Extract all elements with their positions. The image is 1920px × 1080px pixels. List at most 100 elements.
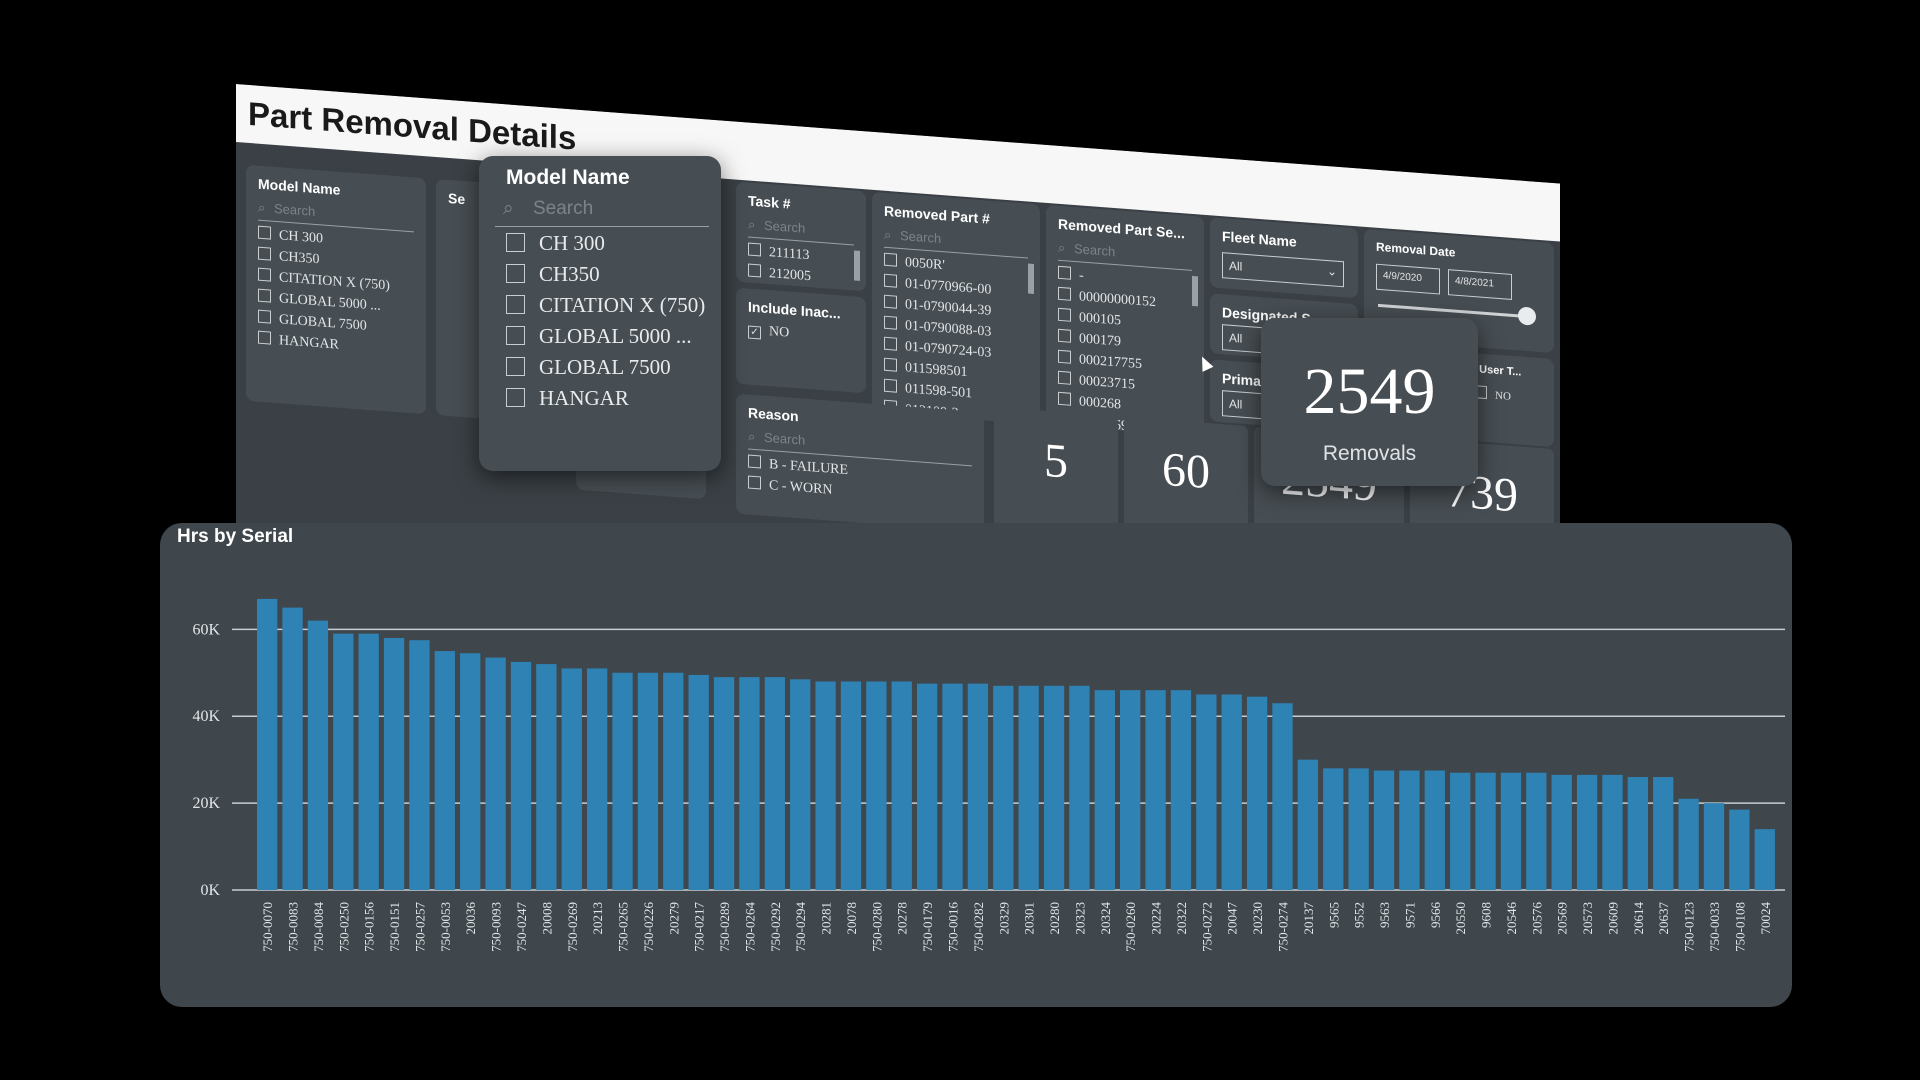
- checkbox[interactable]: [258, 288, 271, 303]
- include-inactive-slicer[interactable]: Include Inac... ✓ NO: [736, 287, 866, 394]
- list-item[interactable]: CH350: [506, 262, 705, 293]
- bar[interactable]: [764, 677, 785, 890]
- bar[interactable]: [1145, 690, 1166, 890]
- bar[interactable]: [1475, 772, 1496, 890]
- checkbox[interactable]: [506, 233, 525, 252]
- bar[interactable]: [916, 683, 938, 890]
- search-input[interactable]: ⌕ Search: [1058, 239, 1192, 271]
- bar[interactable]: [1653, 777, 1674, 890]
- bar[interactable]: [1500, 772, 1522, 890]
- model-name-popout[interactable]: Model Name ⌕ Search CH 300 CH350 CITATION…: [479, 156, 721, 471]
- checkbox[interactable]: [884, 378, 897, 393]
- removed-part-serial-slicer[interactable]: Removed Part Se... ⌕ Search - 00000000152…: [1046, 204, 1204, 437]
- checkbox[interactable]: [884, 357, 897, 372]
- bar[interactable]: [1297, 759, 1319, 890]
- list-item[interactable]: CITATION X (750): [506, 293, 705, 324]
- bar[interactable]: [688, 674, 709, 890]
- bar[interactable]: [891, 681, 912, 890]
- bar[interactable]: [333, 633, 354, 890]
- model-name-slicer[interactable]: Model Name ⌕ Search CH 300 CH350 CITATION…: [246, 164, 426, 415]
- bar[interactable]: [942, 683, 963, 890]
- date-slider-handle[interactable]: [1518, 306, 1536, 326]
- bar[interactable]: [1196, 694, 1217, 890]
- bar[interactable]: [1450, 772, 1471, 890]
- bar[interactable]: [460, 653, 481, 890]
- bar[interactable]: [1170, 690, 1192, 890]
- bar[interactable]: [790, 679, 811, 890]
- bar[interactable]: [866, 681, 887, 890]
- bar[interactable]: [967, 683, 989, 890]
- list-item[interactable]: HANGAR: [506, 386, 705, 417]
- checkbox[interactable]: [258, 225, 271, 240]
- bar[interactable]: [1272, 703, 1293, 890]
- checkbox[interactable]: [1058, 391, 1071, 406]
- checkbox[interactable]: [506, 388, 525, 407]
- checkbox[interactable]: [884, 294, 897, 309]
- bar[interactable]: [1018, 685, 1039, 890]
- checkbox[interactable]: [1058, 286, 1071, 301]
- reason-slicer[interactable]: Reason ⌕ Search B - FAILURE C - WORN: [736, 393, 984, 533]
- bar[interactable]: [1627, 777, 1649, 890]
- bar[interactable]: [257, 598, 278, 890]
- checkbox[interactable]: [884, 273, 897, 288]
- scrollbar[interactable]: [854, 250, 860, 281]
- checkbox[interactable]: [258, 246, 271, 261]
- checkbox[interactable]: [748, 263, 761, 278]
- checkbox[interactable]: [1058, 349, 1071, 364]
- list-item[interactable]: GLOBAL 5000 ...: [506, 324, 705, 355]
- removed-part-slicer[interactable]: Removed Part # ⌕ Search 0050R' 01-0770966…: [872, 191, 1040, 425]
- fleet-name-slicer[interactable]: Fleet Name All ⌄: [1210, 217, 1358, 299]
- list-item[interactable]: ✓ NO: [748, 322, 852, 351]
- bar[interactable]: [840, 681, 862, 890]
- checkbox[interactable]: [748, 475, 761, 490]
- bar[interactable]: [561, 668, 582, 890]
- list-item[interactable]: NO: [1474, 385, 1540, 411]
- bar[interactable]: [1043, 685, 1065, 890]
- bar[interactable]: [1729, 809, 1750, 890]
- checkbox[interactable]: [884, 252, 897, 267]
- start-date-input[interactable]: 4/9/2020: [1376, 263, 1440, 295]
- bar[interactable]: [1120, 690, 1141, 890]
- bar[interactable]: [1399, 770, 1420, 890]
- bar[interactable]: [536, 664, 557, 890]
- checkbox[interactable]: [258, 267, 271, 282]
- bar[interactable]: [586, 668, 608, 890]
- fleet-name-dropdown[interactable]: All ⌄: [1222, 252, 1344, 288]
- bar[interactable]: [1703, 803, 1725, 890]
- bar[interactable]: [510, 661, 532, 890]
- hrs-by-serial-chart[interactable]: Hrs by Serial 0K 20K 40K 60K 750-0070 750-008…: [160, 523, 1792, 1007]
- checkbox[interactable]: [1058, 265, 1071, 280]
- checkbox[interactable]: [884, 336, 897, 351]
- bar[interactable]: [1348, 768, 1369, 890]
- checkbox[interactable]: [1058, 328, 1071, 343]
- bar[interactable]: [612, 672, 633, 890]
- bar[interactable]: [1424, 770, 1445, 890]
- bar[interactable]: [383, 638, 405, 890]
- bar[interactable]: [663, 672, 684, 890]
- checkbox[interactable]: [1058, 370, 1071, 385]
- bar[interactable]: [1602, 774, 1623, 890]
- checkbox[interactable]: [1058, 307, 1071, 322]
- checkbox[interactable]: [258, 309, 271, 324]
- bar[interactable]: [739, 677, 760, 890]
- bar[interactable]: [815, 681, 836, 890]
- checkbox[interactable]: [506, 264, 525, 283]
- bar[interactable]: [358, 633, 379, 890]
- bar[interactable]: [1373, 770, 1395, 890]
- bar[interactable]: [1221, 694, 1242, 890]
- bar[interactable]: [409, 640, 430, 890]
- bar[interactable]: [1094, 690, 1115, 890]
- checkbox[interactable]: [506, 295, 525, 314]
- checkbox[interactable]: [506, 326, 525, 345]
- date-slider-track[interactable]: [1378, 303, 1526, 318]
- user-type-slicer[interactable]: s User T... NO: [1466, 352, 1554, 448]
- bar[interactable]: [1323, 768, 1344, 890]
- search-input[interactable]: ⌕ Search: [748, 216, 854, 246]
- bar[interactable]: [307, 620, 329, 890]
- list-item[interactable]: CH 300: [506, 231, 705, 262]
- bar[interactable]: [1576, 774, 1598, 890]
- checkbox[interactable]: [748, 454, 761, 469]
- list-item[interactable]: GLOBAL 7500: [506, 355, 705, 386]
- bar[interactable]: [713, 677, 735, 890]
